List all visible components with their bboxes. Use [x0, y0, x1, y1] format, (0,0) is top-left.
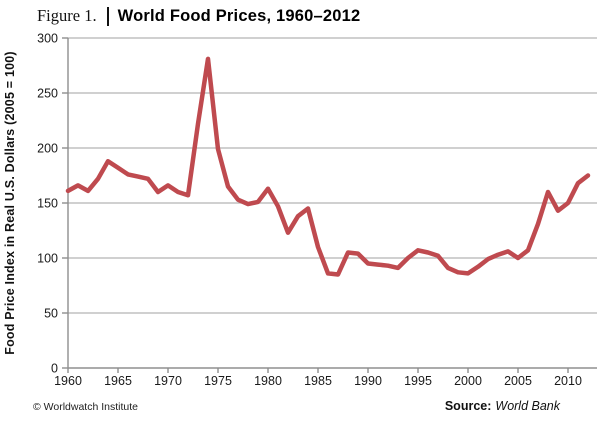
price-line — [65, 56, 591, 277]
x-tick-label: 1970 — [154, 374, 182, 388]
y-tick-label: 50 — [44, 307, 58, 321]
y-tick-label: 100 — [37, 252, 58, 266]
x-tick-label: 1965 — [104, 374, 132, 388]
figure-title-row: Figure 1. World Food Prices, 1960–2012 — [37, 6, 360, 26]
x-tick-label: 1990 — [354, 374, 382, 388]
source-label: Source: — [444, 399, 492, 413]
x-tick-label: 1985 — [304, 374, 332, 388]
y-axis-title: Food Price Index in Real U.S. Dollars (2… — [3, 51, 17, 355]
figure-title: World Food Prices, 1960–2012 — [117, 6, 361, 25]
x-tick-label: 1975 — [204, 374, 232, 388]
y-tick-label: 0 — [51, 362, 58, 376]
x-tick-label: 2000 — [454, 374, 482, 388]
line-chart: 0 50 100 150 200 250 300 1960 1965 1970 1975 1980 19… — [3, 32, 597, 388]
y-tick-label: 200 — [37, 142, 58, 156]
y-tick-label: 300 — [37, 32, 58, 46]
x-tick-label: 2005 — [504, 374, 532, 388]
footer-copyright: © Worldwatch Institute — [33, 401, 138, 413]
x-tick-label: 1995 — [404, 374, 432, 388]
y-tick-label: 250 — [37, 87, 58, 101]
source-value: World Bank — [495, 399, 560, 413]
y-tick-label: 150 — [37, 197, 58, 211]
x-tick-label: 2010 — [554, 374, 582, 388]
x-tick-label: 1960 — [54, 374, 82, 388]
footer-source: Source: World Bank — [445, 399, 560, 413]
figure-number-label: Figure 1. — [37, 6, 97, 25]
x-tick-label: 1980 — [254, 374, 282, 388]
title-separator — [106, 6, 109, 26]
